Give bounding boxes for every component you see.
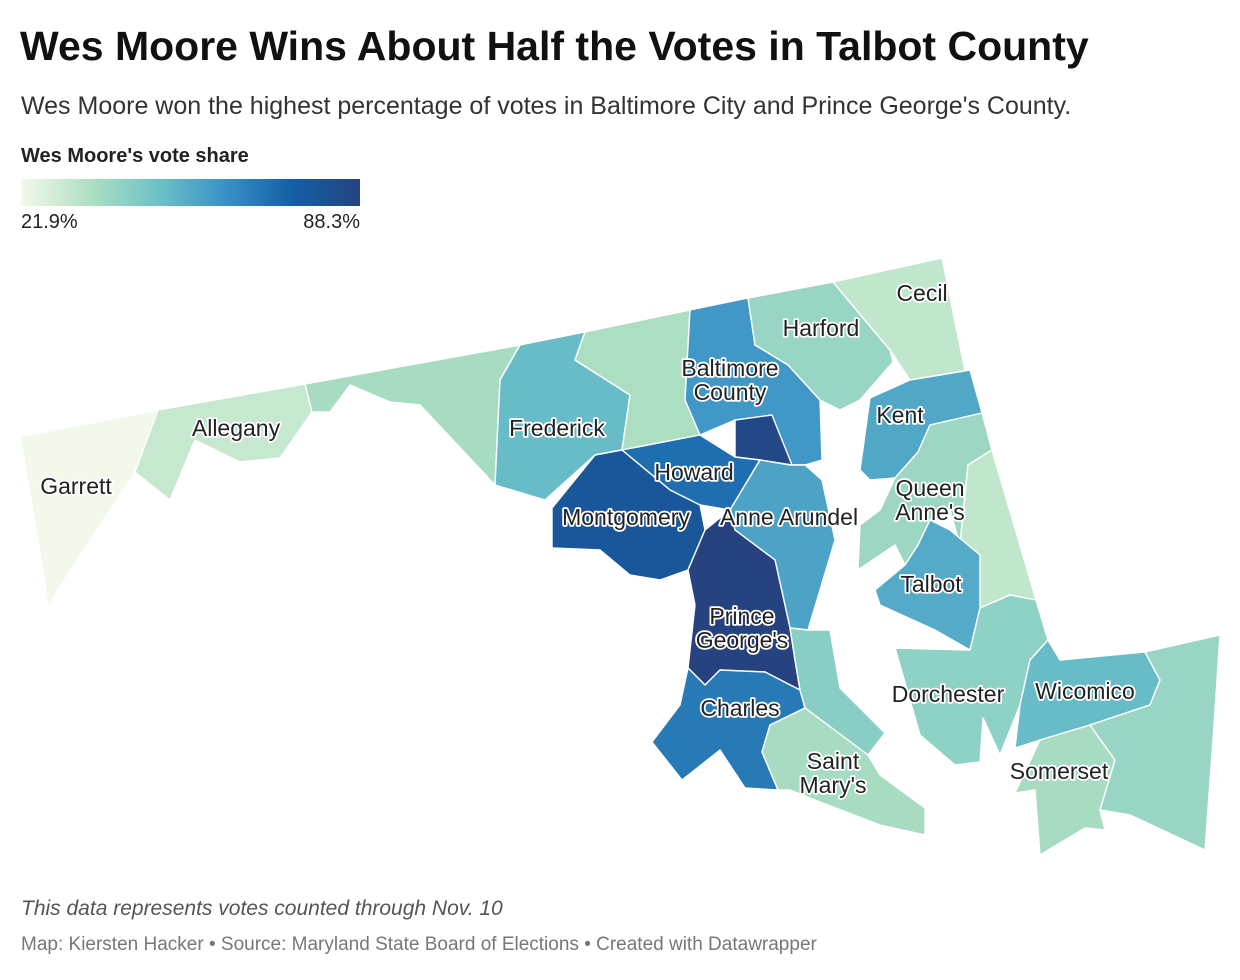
county-label-cecil: Cecil (896, 280, 947, 306)
legend-max-label: 88.3% (303, 211, 360, 233)
county-label-garrett: Garrett (40, 473, 112, 499)
county-label-line: Talbot (900, 571, 962, 597)
county-label-line: Kent (876, 402, 924, 428)
legend-color-bar (21, 179, 360, 206)
footer-note: This data represents votes counted throu… (21, 897, 503, 920)
county-label-line: Mary's (799, 772, 866, 798)
county-label-baltimore-county: Baltimore County (681, 355, 778, 405)
county-label-line: Somerset (1010, 758, 1109, 784)
county-montgomery[interactable] (551, 449, 706, 581)
county-label-line: Allegany (192, 415, 281, 441)
county-label-charles: Charles (700, 695, 779, 721)
county-label-line: Queen (895, 475, 964, 501)
county-label-dorchester: Dorchester (892, 681, 1005, 707)
county-label-line: Prince (709, 603, 774, 629)
county-label-kent: Kent (876, 402, 924, 428)
county-label-line: Howard (654, 459, 733, 485)
county-label-line: Saint (807, 748, 860, 774)
county-label-line: Cecil (896, 280, 947, 306)
county-garrett[interactable] (19, 409, 159, 606)
county-calvert[interactable] (789, 627, 886, 756)
map-title: Wes Moore Wins About Half the Votes in T… (20, 23, 1089, 69)
county-label-prince-georges: Prince George's (696, 603, 789, 653)
county-label-line: Garrett (40, 473, 112, 499)
county-somerset[interactable] (1014, 724, 1116, 856)
map-subtitle: Wes Moore won the highest percentage of … (21, 92, 1072, 120)
county-saint-marys[interactable] (761, 707, 926, 836)
county-label-talbot: Talbot (900, 571, 962, 597)
county-label-line: Dorchester (892, 681, 1005, 707)
county-label-allegany: Allegany (192, 415, 281, 441)
county-label-harford: Harford (783, 315, 860, 341)
county-worcester[interactable] (1089, 634, 1221, 851)
county-label-line: Anne Arundel (720, 504, 858, 530)
county-label-saint-marys: Saint Mary's (799, 748, 866, 798)
county-label-frederick: Frederick (509, 415, 605, 441)
county-label-line: Montgomery (562, 504, 690, 530)
county-washington[interactable] (304, 344, 521, 486)
county-label-line: Anne's (895, 499, 965, 525)
county-label-line: George's (696, 627, 789, 653)
county-label-line: Baltimore (681, 355, 778, 381)
county-label-montgomery: Montgomery (562, 504, 690, 530)
county-label-somerset: Somerset (1010, 758, 1109, 784)
county-label-anne-arundel: Anne Arundel (720, 504, 858, 530)
county-label-queen-annes: Queen Anne's (895, 475, 965, 525)
legend-min-label: 21.9% (21, 211, 78, 233)
county-label-line: Harford (783, 315, 860, 341)
county-label-line: County (694, 379, 767, 405)
county-label-line: Charles (700, 695, 779, 721)
county-label-howard: Howard (654, 459, 733, 485)
footer-credit: Map: Kiersten Hacker • Source: Maryland … (21, 934, 817, 955)
county-label-line: Wicomico (1035, 678, 1135, 704)
county-label-line: Frederick (509, 415, 605, 441)
county-allegany[interactable] (134, 383, 313, 501)
county-dorchester[interactable] (894, 594, 1049, 766)
county-label-wicomico: Wicomico (1035, 678, 1135, 704)
legend-title: Wes Moore's vote share (21, 145, 249, 167)
